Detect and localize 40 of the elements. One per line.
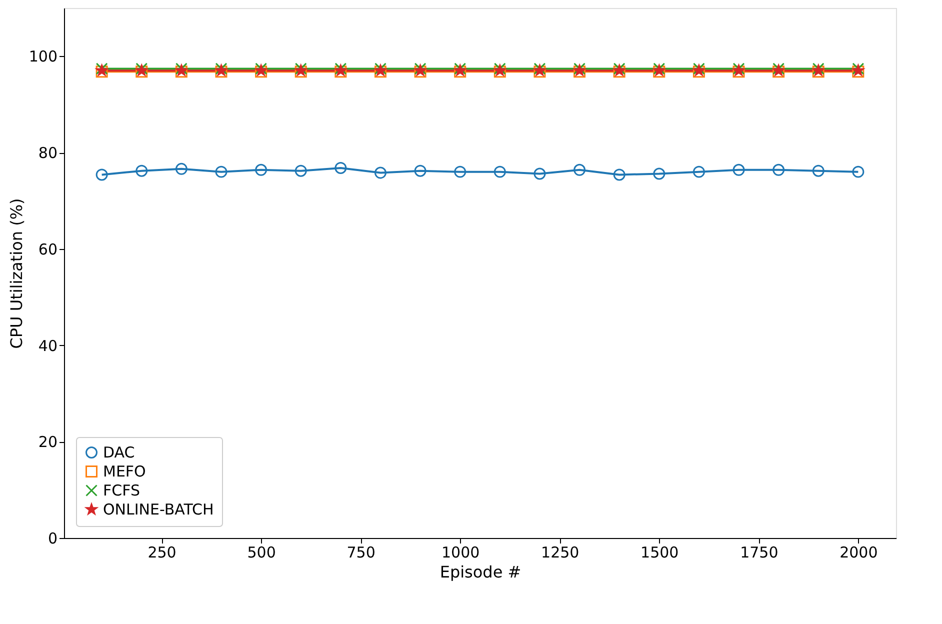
point xyxy=(215,166,228,178)
point xyxy=(732,164,745,176)
point xyxy=(175,162,188,175)
point xyxy=(613,168,626,181)
y-axis-title: CPU Utilization (%) xyxy=(6,198,26,349)
point xyxy=(136,164,148,177)
point xyxy=(294,164,307,177)
point xyxy=(534,168,546,180)
point xyxy=(812,164,824,177)
x-tick-label: 1500 xyxy=(640,544,679,562)
point xyxy=(574,164,586,176)
point xyxy=(334,162,347,174)
x-tick-label: 1750 xyxy=(740,544,778,562)
point xyxy=(96,168,108,181)
x-tick-label: 750 xyxy=(346,544,376,562)
x-tick-label: 500 xyxy=(247,544,276,562)
y-tick-label: 20 xyxy=(38,433,58,452)
y-tick-label: 60 xyxy=(38,240,58,258)
legend-label: MEFO xyxy=(103,462,146,480)
x-tick-label: 2000 xyxy=(840,544,878,562)
point xyxy=(653,168,666,180)
legend-label: DAC xyxy=(103,444,135,462)
legend-label: ONLINE-BATCH xyxy=(103,500,214,518)
point xyxy=(454,166,466,178)
legend-label: FCFS xyxy=(103,482,140,500)
point xyxy=(374,166,386,179)
y-tick-label: 40 xyxy=(38,336,58,355)
y-tick-label: 0 xyxy=(48,530,58,548)
x-tick-label: 1250 xyxy=(541,544,580,562)
x-tick-label: 250 xyxy=(148,544,176,562)
point xyxy=(772,164,785,176)
y-tick-label: 100 xyxy=(28,48,58,66)
x-tick-label: 1000 xyxy=(442,544,480,562)
point xyxy=(852,166,864,178)
y-tick-label: 80 xyxy=(38,144,58,162)
point xyxy=(255,164,268,176)
point xyxy=(494,166,506,178)
point xyxy=(692,166,705,178)
point xyxy=(414,164,426,177)
x-axis-title: Episode # xyxy=(440,562,522,582)
